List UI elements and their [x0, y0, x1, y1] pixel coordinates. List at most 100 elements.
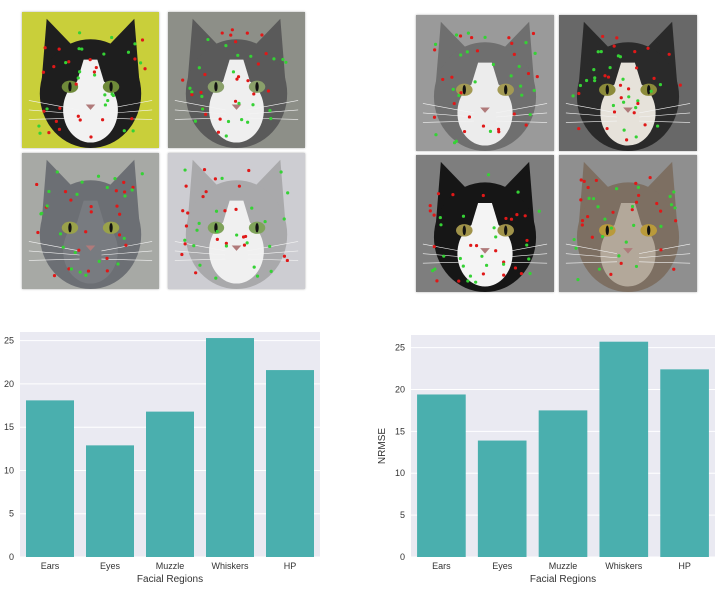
ground-truth-landmark-marker — [603, 74, 607, 78]
bar-hp — [266, 370, 314, 557]
ground-truth-landmark-marker — [634, 181, 638, 186]
ground-truth-landmark-marker — [199, 90, 203, 95]
ground-truth-landmark-marker — [577, 91, 581, 96]
cat-face-image — [559, 155, 697, 292]
cat-photo — [168, 153, 305, 289]
y-tick-label: 20 — [395, 384, 405, 394]
predicted-landmark-marker — [55, 170, 59, 174]
predicted-landmark-marker — [45, 204, 49, 208]
predicted-landmark-marker — [466, 279, 470, 283]
ground-truth-landmark-marker — [194, 271, 198, 275]
ground-truth-landmark-marker — [88, 57, 92, 62]
ground-truth-landmark-marker — [481, 124, 486, 128]
y-tick-label: 15 — [395, 426, 405, 436]
right-photo-grid — [400, 0, 720, 300]
predicted-landmark-marker — [494, 235, 498, 239]
ground-truth-landmark-marker — [216, 130, 221, 134]
predicted-landmark-marker — [38, 131, 42, 135]
ground-truth-landmark-marker — [237, 184, 242, 188]
ground-truth-landmark-marker — [252, 92, 256, 96]
ground-truth-landmark-marker — [229, 33, 233, 37]
predicted-landmark-marker — [434, 133, 438, 137]
ground-truth-landmark-marker — [579, 178, 583, 182]
cat-face-image — [168, 12, 305, 148]
ground-truth-landmark-marker — [180, 252, 184, 257]
predicted-landmark-marker — [110, 92, 114, 96]
predicted-landmark-marker — [621, 77, 625, 81]
ground-truth-landmark-marker — [611, 210, 615, 214]
ground-truth-landmark-marker — [659, 209, 663, 213]
ground-truth-landmark-marker — [100, 118, 105, 122]
ground-truth-landmark-marker — [504, 216, 508, 221]
predicted-landmark-marker — [592, 68, 596, 72]
predicted-landmark-marker — [116, 262, 120, 266]
ground-truth-landmark-marker — [470, 35, 474, 40]
predicted-landmark-marker — [214, 209, 219, 213]
cat-photo — [416, 155, 554, 292]
ground-truth-landmark-marker — [590, 235, 594, 239]
ground-truth-landmark-marker — [594, 178, 598, 183]
ground-truth-landmark-marker — [525, 238, 529, 243]
predicted-landmark-marker — [452, 141, 457, 145]
ground-truth-landmark-marker — [507, 36, 511, 40]
ground-truth-landmark-marker — [235, 77, 239, 81]
ground-truth-landmark-marker — [74, 82, 78, 86]
predicted-landmark-marker — [251, 103, 255, 107]
predicted-landmark-marker — [528, 271, 532, 276]
predicted-landmark-marker — [599, 50, 603, 54]
ground-truth-landmark-marker — [524, 123, 528, 127]
predicted-landmark-marker — [603, 217, 607, 221]
bar-eyes — [477, 440, 527, 557]
ground-truth-landmark-marker — [606, 75, 611, 79]
predicted-landmark-marker — [622, 128, 626, 132]
ground-truth-landmark-marker — [458, 34, 463, 38]
predicted-landmark-marker — [593, 76, 597, 80]
predicted-landmark-marker — [528, 113, 532, 117]
ground-truth-landmark-marker — [218, 117, 222, 121]
predicted-landmark-marker — [451, 87, 455, 92]
predicted-landmark-marker — [596, 50, 600, 54]
ground-truth-landmark-marker — [451, 193, 455, 197]
x-axis-title: Facial Regions — [137, 574, 203, 585]
predicted-landmark-marker — [224, 244, 229, 248]
bar-ears — [417, 394, 466, 557]
predicted-landmark-marker — [103, 103, 107, 107]
ground-truth-landmark-marker — [474, 243, 479, 248]
ground-truth-landmark-marker — [469, 243, 473, 247]
predicted-landmark-marker — [246, 120, 250, 124]
predicted-landmark-marker — [486, 173, 491, 177]
ground-truth-landmark-marker — [580, 219, 585, 223]
ground-truth-landmark-marker — [526, 71, 531, 76]
cat-face-image — [416, 155, 554, 292]
ground-truth-landmark-marker — [432, 244, 436, 249]
ground-truth-landmark-marker — [648, 175, 652, 180]
bar-muzzle — [538, 410, 588, 557]
x-tick-label: Eyes — [492, 561, 513, 571]
predicted-landmark-marker — [509, 74, 513, 78]
predicted-landmark-marker — [250, 206, 254, 210]
ground-truth-landmark-marker — [94, 65, 98, 70]
predicted-landmark-marker — [659, 224, 663, 228]
predicted-landmark-marker — [279, 170, 283, 174]
ground-truth-landmark-marker — [674, 219, 678, 223]
ground-truth-landmark-marker — [213, 177, 217, 181]
predicted-landmark-marker — [249, 54, 253, 58]
predicted-landmark-marker — [454, 33, 459, 37]
predicted-landmark-marker — [520, 93, 524, 97]
predicted-landmark-marker — [609, 226, 613, 230]
predicted-landmark-marker — [103, 93, 107, 97]
predicted-landmark-marker — [73, 250, 77, 255]
ground-truth-landmark-marker — [204, 190, 208, 194]
ground-truth-landmark-marker — [634, 200, 639, 204]
cat-photo — [559, 15, 697, 151]
predicted-landmark-marker — [78, 70, 82, 74]
ground-truth-landmark-marker — [509, 217, 514, 221]
ground-truth-landmark-marker — [457, 279, 461, 283]
predicted-landmark-marker — [600, 235, 605, 239]
predicted-landmark-marker — [669, 203, 674, 207]
cat-photo — [22, 12, 159, 148]
predicted-landmark-marker — [576, 278, 580, 282]
ground-truth-landmark-marker — [89, 135, 93, 139]
predicted-landmark-marker — [597, 267, 602, 271]
ground-truth-landmark-marker — [513, 266, 518, 270]
